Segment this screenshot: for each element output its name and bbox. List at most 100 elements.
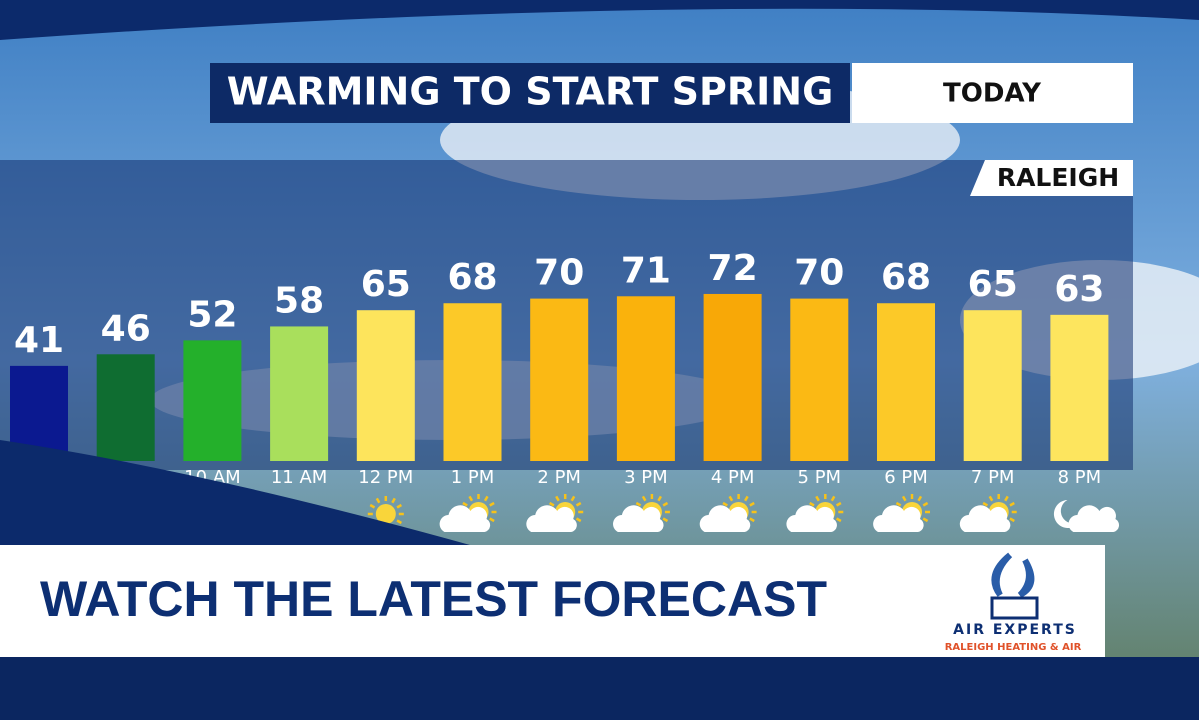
x-tick-label: 4 PM [711, 467, 755, 488]
x-tick-label: 5 PM [798, 467, 842, 488]
sun-ray [982, 501, 989, 507]
x-tick-label: 6 PM [884, 467, 928, 488]
bar [270, 326, 329, 461]
cloud [613, 505, 664, 532]
sun-ray [489, 501, 495, 507]
x-tick-label: 3 PM [624, 467, 668, 488]
sun-ray [1009, 517, 1015, 523]
sun-ray [744, 495, 749, 502]
bar [616, 296, 675, 461]
weather-icon [613, 494, 670, 532]
weather-icon [699, 494, 757, 532]
bar [443, 303, 502, 461]
sponsor-logo [991, 552, 1035, 598]
banner [0, 545, 1105, 657]
sun-ray [1004, 495, 1009, 502]
sun-ray [728, 495, 734, 502]
location-box [970, 160, 1133, 196]
bar [963, 310, 1022, 461]
value-label: 71 [621, 250, 671, 291]
bar [703, 293, 762, 461]
value-label: 72 [708, 248, 758, 289]
sun-ray [749, 517, 755, 523]
sun-ray [575, 501, 582, 507]
sun-ray [462, 501, 468, 507]
weather-icon [873, 494, 930, 532]
value-label: 63 [1054, 269, 1104, 310]
value-label: 41 [14, 320, 64, 361]
bar [530, 298, 589, 461]
sun-ray [489, 517, 495, 523]
value-label: 68 [447, 257, 497, 298]
bottom-bar [0, 657, 1199, 720]
sun-ray [901, 495, 907, 502]
location: RALEIGH [997, 163, 1119, 192]
sun-ray [662, 501, 669, 507]
sun-ray [570, 495, 576, 502]
value-label: 58 [274, 280, 324, 321]
value-label: 65 [361, 264, 411, 305]
sun [375, 504, 396, 524]
sun-ray [369, 503, 376, 509]
value-label: 68 [881, 257, 931, 298]
bar [877, 303, 935, 461]
sun-ray [722, 501, 728, 507]
x-tick-label: 1 PM [451, 467, 495, 488]
value-label: 46 [101, 308, 151, 349]
cloud [526, 505, 577, 532]
subtitle-box [852, 63, 1133, 123]
sun-ray [575, 517, 582, 523]
sun-ray [749, 501, 755, 507]
banner-text: WATCH THE LATEST FORECAST [40, 571, 827, 627]
weather-icon [1053, 500, 1120, 532]
x-tick-label: 2 PM [537, 467, 581, 488]
bar [96, 354, 155, 461]
sun-ray [895, 501, 902, 507]
sun-ray [555, 495, 560, 502]
left-wave [0, 440, 470, 545]
sun-ray [922, 501, 929, 507]
sponsor-logo [990, 596, 1039, 620]
sun-ray [830, 495, 836, 502]
sun-ray [657, 495, 662, 502]
weather-icon [959, 494, 1017, 532]
cloud [786, 505, 837, 532]
subtitle: TODAY [943, 79, 1042, 109]
sun-ray [922, 517, 929, 523]
sponsor-tagline: RALEIGH HEATING & AIR [945, 642, 1082, 653]
top-wave [0, 0, 1199, 40]
bar [183, 340, 242, 461]
cloud [439, 505, 491, 532]
sun-ray [815, 495, 820, 502]
cloud [873, 505, 924, 532]
weather-icon [439, 494, 497, 532]
sun-ray [988, 495, 994, 502]
x-tick-label: 12 PM [358, 467, 413, 488]
value-label: 70 [534, 253, 584, 294]
sun-ray [809, 501, 815, 507]
sun-ray [1009, 501, 1015, 507]
x-tick-label: 11 AM [271, 467, 327, 488]
weather-icon [526, 494, 584, 532]
weather-icon [786, 494, 844, 532]
bar [790, 298, 849, 461]
cloud [699, 505, 751, 532]
value-label: 65 [968, 264, 1018, 305]
sun-ray [641, 495, 647, 502]
sun-ray [396, 519, 403, 525]
sun-ray [375, 497, 381, 504]
sun-ray [635, 501, 642, 507]
value-label: 52 [187, 294, 237, 335]
cloud [1068, 505, 1120, 532]
sun-ray [835, 501, 842, 507]
value-label: 70 [794, 253, 844, 294]
sun-ray [835, 517, 842, 523]
bar [1050, 314, 1109, 461]
moon [1053, 500, 1080, 528]
sun-ray [917, 495, 923, 502]
chart-title: WARMING TO START SPRING [227, 70, 834, 114]
weather-icons [367, 494, 1120, 532]
sun-ray [662, 517, 669, 523]
